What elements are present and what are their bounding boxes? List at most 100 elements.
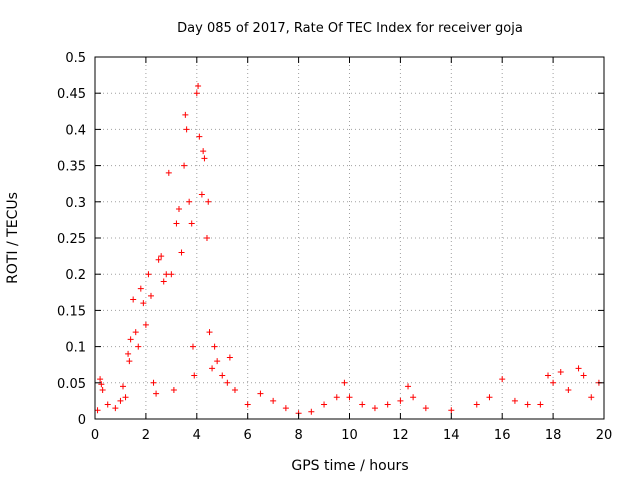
data-point (545, 372, 552, 379)
y-tick-label: 0 (78, 413, 86, 428)
data-point (201, 155, 208, 162)
y-tick-label: 0.1 (65, 341, 86, 356)
data-point (97, 376, 104, 383)
data-point (147, 292, 154, 299)
data-point (173, 220, 180, 227)
x-tick-label: 0 (91, 428, 99, 443)
data-point (112, 405, 119, 412)
data-point (145, 271, 152, 278)
data-point (537, 401, 544, 408)
x-tick-label: 18 (545, 428, 562, 443)
data-point (575, 365, 582, 372)
data-point (135, 343, 142, 350)
data-point (168, 271, 175, 278)
data-point (226, 354, 233, 361)
x-tick-label: 8 (294, 428, 302, 443)
data-point (127, 336, 134, 343)
y-tick-label: 0.4 (65, 123, 86, 138)
data-point (153, 390, 160, 397)
data-point (200, 148, 207, 155)
data-point (98, 381, 105, 388)
x-axis-ticks: 0 2 4 6 8 10 12 14 16 18 20 (91, 57, 612, 443)
x-axis-label: GPS time / hours (291, 458, 408, 474)
data-point (155, 256, 162, 263)
data-point (550, 379, 557, 386)
data-point (384, 401, 391, 408)
data-point (565, 387, 572, 394)
x-tick-label: 12 (392, 428, 409, 443)
data-point (181, 162, 188, 169)
data-point (524, 401, 531, 408)
data-point (198, 191, 205, 198)
y-tick-label: 0.05 (57, 377, 86, 392)
data-point (410, 394, 417, 401)
data-point (231, 387, 238, 394)
y-tick-label: 0.3 (65, 196, 86, 211)
data-point (244, 401, 251, 408)
x-tick-label: 10 (341, 428, 358, 443)
data-point (282, 405, 289, 412)
data-point (557, 368, 564, 375)
data-point (150, 379, 157, 386)
data-point (191, 372, 198, 379)
data-point (140, 300, 147, 307)
y-tick-label: 0.45 (57, 87, 86, 102)
data-point (205, 198, 212, 205)
data-point (371, 405, 378, 412)
data-point (158, 253, 165, 260)
data-point (341, 379, 348, 386)
data-point (94, 407, 101, 414)
y-axis-label: ROTI / TECUs (5, 192, 21, 284)
x-tick-label: 4 (193, 428, 201, 443)
data-point (224, 379, 231, 386)
data-point (99, 387, 106, 394)
grid-lines (95, 57, 604, 419)
data-point (195, 82, 202, 89)
y-axis-ticks: 0 0.05 0.1 0.15 0.2 0.25 0.3 0.35 0.4 0.45 0.5 (57, 51, 604, 428)
x-tick-label: 2 (142, 428, 150, 443)
data-point (126, 358, 133, 365)
data-point (182, 111, 189, 118)
x-tick-label: 14 (443, 428, 460, 443)
data-point (178, 249, 185, 256)
data-point (130, 296, 137, 303)
data-point (117, 397, 124, 404)
data-point (499, 376, 506, 383)
data-point (473, 401, 480, 408)
data-point (122, 394, 129, 401)
data-point (175, 206, 182, 213)
data-point (104, 401, 111, 408)
data-point (189, 343, 196, 350)
data-point (448, 407, 455, 414)
x-tick-label: 6 (244, 428, 252, 443)
data-point (486, 394, 493, 401)
y-tick-label: 0.2 (65, 268, 86, 283)
x-tick-label: 20 (596, 428, 613, 443)
y-tick-label: 0.5 (65, 51, 86, 66)
data-point (163, 271, 170, 278)
data-point (119, 383, 126, 390)
data-point (183, 126, 190, 133)
data-point (359, 401, 366, 408)
y-tick-label: 0.35 (57, 160, 86, 175)
data-point (160, 278, 167, 285)
data-point (186, 198, 193, 205)
data-points (94, 82, 602, 417)
data-point (405, 383, 412, 390)
data-point (214, 358, 221, 365)
data-point (219, 372, 226, 379)
data-point (270, 397, 277, 404)
data-point (333, 394, 340, 401)
data-point (308, 408, 315, 415)
data-point (125, 350, 132, 357)
y-tick-label: 0.15 (57, 304, 86, 319)
data-point (196, 133, 203, 140)
data-point (142, 321, 149, 328)
data-point (346, 394, 353, 401)
data-point (209, 365, 216, 372)
data-point (511, 397, 518, 404)
data-point (397, 397, 404, 404)
data-point (188, 220, 195, 227)
chart-title: Day 085 of 2017, Rate Of TEC Index for r… (177, 21, 523, 36)
